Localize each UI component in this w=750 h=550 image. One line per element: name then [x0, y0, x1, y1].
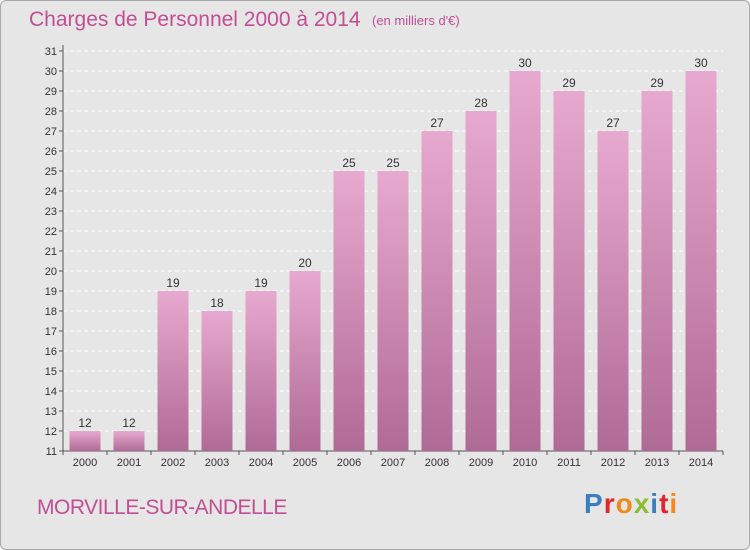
- y-tick-label: 11: [46, 446, 57, 458]
- bar: [509, 71, 541, 451]
- logo-letter: i: [650, 488, 660, 519]
- y-tick-label: 16: [45, 346, 57, 358]
- x-tick-label: 2007: [381, 457, 405, 469]
- bar: [245, 291, 277, 451]
- bar: [69, 431, 101, 451]
- x-tick-label: 2014: [689, 457, 713, 469]
- y-tick-label: 26: [45, 146, 57, 158]
- commune-name: MORVILLE-SUR-ANDELLE: [37, 496, 287, 519]
- bar: [289, 271, 321, 451]
- x-tick-label: 2004: [249, 457, 273, 469]
- bar: [113, 431, 145, 451]
- data-label: 27: [430, 116, 444, 130]
- x-tick-label: 2012: [601, 457, 625, 469]
- x-tick-label: 2005: [293, 457, 317, 469]
- x-tick-label: 2006: [337, 457, 361, 469]
- bar: [377, 171, 409, 451]
- y-tick-label: 24: [45, 186, 57, 198]
- y-tick-label: 25: [45, 166, 57, 178]
- y-tick-label: 19: [45, 286, 57, 298]
- bar: [157, 291, 189, 451]
- logo-letter: i: [669, 488, 679, 519]
- chart-title: Charges de Personnel 2000 à 2014: [29, 8, 361, 31]
- y-tick-label: 23: [45, 206, 57, 218]
- y-tick-label: 31: [45, 46, 57, 58]
- chart-subtitle: (en milliers d'€): [372, 13, 460, 28]
- logo-letter: r: [603, 488, 616, 519]
- logo-letter: P: [584, 488, 604, 519]
- data-label: 20: [298, 256, 312, 270]
- x-tick-label: 2011: [557, 457, 581, 469]
- y-tick-label: 30: [45, 66, 57, 78]
- y-tick-label: 28: [45, 106, 57, 118]
- data-label: 25: [386, 156, 400, 170]
- y-tick-label: 27: [45, 126, 57, 138]
- data-label: 30: [518, 56, 532, 70]
- y-tick-label: 29: [45, 86, 57, 98]
- data-label: 25: [342, 156, 356, 170]
- logo-letter: x: [633, 488, 651, 519]
- data-label: 12: [78, 416, 92, 430]
- data-label: 30: [694, 56, 708, 70]
- logo-letter: t: [659, 488, 670, 519]
- data-label: 28: [474, 96, 488, 110]
- data-label: 29: [650, 76, 664, 90]
- bar: [685, 71, 717, 451]
- data-label: 27: [606, 116, 620, 130]
- data-label: 19: [166, 276, 180, 290]
- bar: [597, 131, 629, 451]
- data-label: 19: [254, 276, 268, 290]
- y-tick-label: 13: [45, 406, 57, 418]
- y-tick-label: 22: [45, 226, 57, 238]
- x-tick-label: 2002: [161, 457, 185, 469]
- data-label: 12: [122, 416, 136, 430]
- y-tick-label: 20: [45, 266, 57, 278]
- x-tick-label: 2000: [73, 457, 97, 469]
- x-tick-label: 2009: [469, 457, 493, 469]
- proxiti-logo: Proxiti: [584, 488, 678, 520]
- bar: [333, 171, 365, 451]
- bar: [553, 91, 585, 451]
- y-tick-label: 15: [45, 366, 57, 378]
- x-tick-label: 2008: [425, 457, 449, 469]
- y-tick-label: 18: [45, 306, 57, 318]
- bar: [465, 111, 497, 451]
- y-tick-label: 17: [45, 326, 57, 338]
- x-tick-label: 2010: [513, 457, 537, 469]
- bar: [201, 311, 233, 451]
- bar: [641, 91, 673, 451]
- y-tick-label: 21: [45, 246, 57, 258]
- logo-letter: o: [615, 488, 634, 519]
- data-label: 18: [210, 296, 224, 310]
- y-tick-label: 14: [45, 386, 57, 398]
- x-tick-label: 2003: [205, 457, 229, 469]
- data-label: 29: [562, 76, 576, 90]
- x-tick-label: 2001: [117, 457, 141, 469]
- x-tick-label: 2013: [645, 457, 669, 469]
- bar: [421, 131, 453, 451]
- y-tick-label: 12: [45, 426, 57, 438]
